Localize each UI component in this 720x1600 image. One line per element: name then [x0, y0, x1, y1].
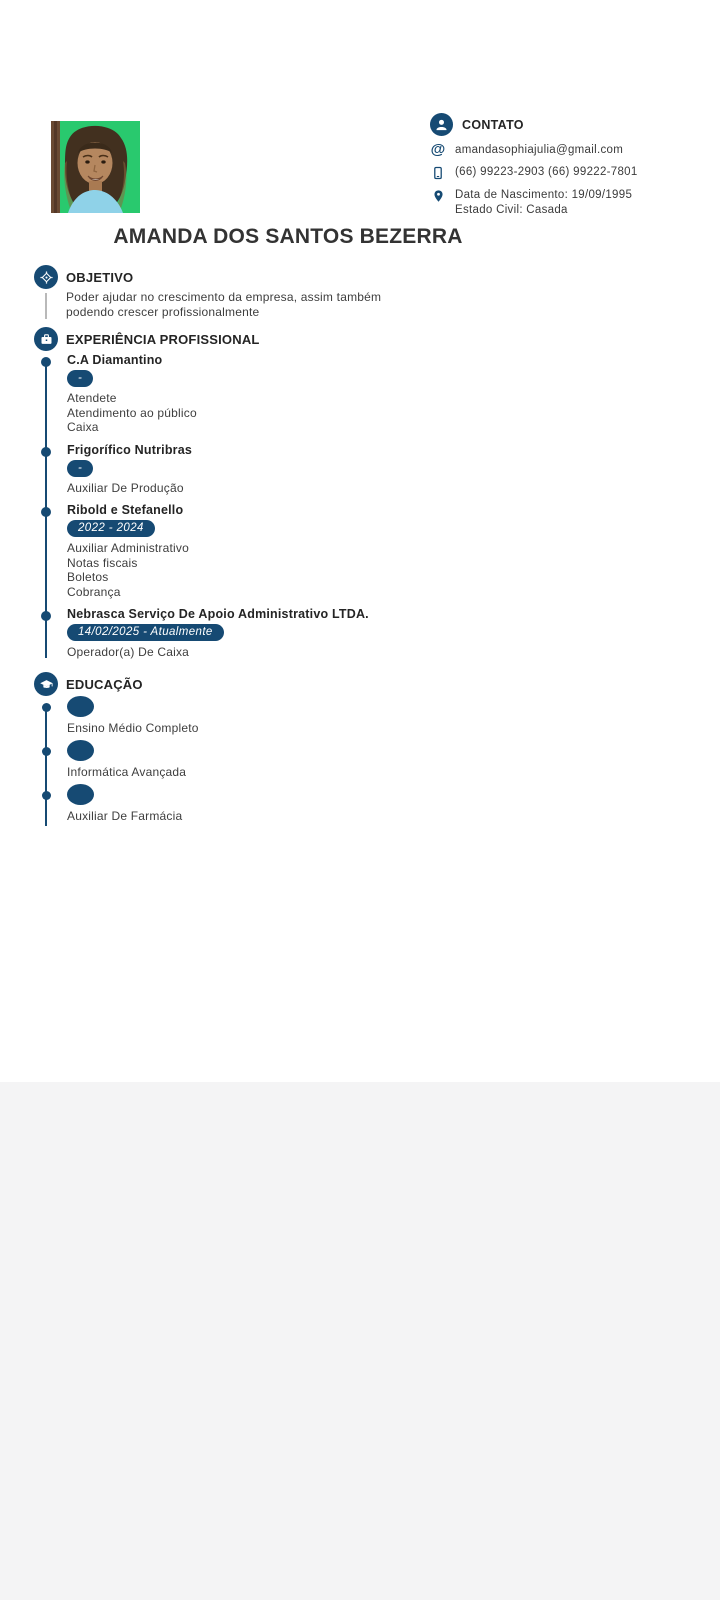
experience-item: Nebrasca Serviço De Apoio Administrativo…	[36, 607, 466, 660]
contact-phone: (66) 99223-2903 (66) 99222-7801	[455, 166, 638, 178]
education-period-badge-empty	[67, 784, 94, 805]
contact-heading-row: CONTATO	[430, 113, 700, 136]
experience-detail-list: Atendete Atendimento ao público Caixa	[67, 391, 466, 435]
contact-heading: CONTATO	[462, 117, 524, 132]
education-title: Auxiliar De Farmácia	[67, 809, 183, 823]
education-title: Ensino Médio Completo	[67, 721, 199, 735]
contact-phone-row: (66) 99223-2903 (66) 99222-7801	[430, 165, 700, 181]
experience-detail: Notas fiscais	[67, 555, 138, 570]
contact-email: amandasophiajulia@gmail.com	[455, 144, 624, 156]
education-item: Informática Avançada	[36, 740, 466, 779]
experience-detail: Auxiliar De Produção	[67, 480, 184, 495]
person-icon	[430, 113, 453, 136]
education-heading: EDUCAÇÃO	[66, 676, 143, 692]
experience-period-badge: -	[67, 370, 94, 387]
experience-item: Ribold e Stefanello 2022 - 2024 Auxiliar…	[36, 503, 466, 599]
objective-text: Poder ajudar no crescimento da empresa, …	[66, 290, 382, 319]
graduation-cap-icon	[34, 672, 58, 696]
experience-detail: Auxiliar Administrativo	[67, 541, 189, 555]
contact-section: CONTATO @ amandasophiajulia@gmail.com (6…	[430, 113, 700, 225]
timeline-dot	[41, 507, 51, 517]
experience-company: Ribold e Stefanello	[67, 503, 184, 517]
timeline-dot	[41, 747, 51, 756]
contact-birth-marital: Data de Nascimento: 19/09/1995 Estado Ci…	[455, 188, 632, 218]
education-title: Informática Avançada	[67, 765, 187, 779]
objective-heading-row: OBJETIVO	[34, 265, 133, 289]
experience-detail-list: Operador(a) De Caixa	[67, 645, 466, 660]
education-timeline: Ensino Médio Completo Informática Avança…	[36, 696, 466, 828]
contact-birth-row: Data de Nascimento: 19/09/1995 Estado Ci…	[430, 188, 700, 218]
timeline-dot	[41, 357, 51, 367]
experience-detail-list: Auxiliar De Produção	[67, 481, 466, 496]
experience-item: C.A Diamantino - Atendete Atendimento ao…	[36, 353, 466, 435]
contact-marital-status: Estado Civil: Casada	[455, 204, 568, 216]
contact-birth: Data de Nascimento: 19/09/1995	[455, 189, 633, 201]
briefcase-icon	[34, 327, 58, 351]
contact-email-row: @ amandasophiajulia@gmail.com	[430, 141, 700, 158]
profile-photo-image	[51, 121, 140, 213]
timeline-dot	[41, 611, 51, 621]
experience-detail: Operador(a) De Caixa	[67, 645, 190, 659]
timeline-dot	[41, 791, 51, 800]
target-icon	[34, 265, 58, 289]
timeline-dot	[41, 703, 51, 712]
experience-detail: Atendimento ao público	[67, 405, 197, 420]
objective-heading: OBJETIVO	[66, 269, 134, 285]
experience-detail: Cobrança	[67, 584, 121, 599]
education-item: Ensino Médio Completo	[36, 696, 466, 735]
experience-heading: EXPERIÊNCIA PROFISSIONAL	[66, 331, 260, 347]
experience-detail-list: Auxiliar Administrativo Notas fiscais Bo…	[67, 541, 466, 599]
education-heading-row: EDUCAÇÃO	[34, 672, 143, 696]
education-item: Auxiliar De Farmácia	[36, 784, 466, 823]
experience-company: Frigorífico Nutribras	[67, 442, 193, 457]
location-pin-icon	[430, 188, 446, 204]
education-period-badge-empty	[67, 740, 94, 761]
timeline-dot	[41, 446, 51, 457]
education-period-badge-empty	[67, 696, 94, 717]
at-icon: @	[430, 141, 446, 158]
experience-company: Nebrasca Serviço De Apoio Administrativo…	[67, 607, 369, 621]
resume-page: CONTATO @ amandasophiajulia@gmail.com (6…	[0, 0, 720, 1082]
experience-detail: Caixa	[67, 420, 99, 434]
smartphone-icon	[430, 165, 446, 181]
experience-company: C.A Diamantino	[67, 353, 163, 367]
objective-connector-line	[45, 293, 47, 319]
resume-name: AMANDA DOS SANTOS BEZERRA	[113, 225, 463, 248]
experience-detail: Atendete	[67, 391, 117, 405]
experience-period-badge: 2022 - 2024	[67, 520, 155, 537]
experience-period-badge: 14/02/2025 - Atualmente	[67, 624, 224, 641]
experience-period-badge: -	[67, 459, 94, 477]
profile-photo	[51, 121, 140, 213]
experience-detail: Boletos	[67, 570, 109, 584]
experience-heading-row: EXPERIÊNCIA PROFISSIONAL	[34, 327, 260, 351]
experience-item: Frigorífico Nutribras - Auxiliar De Prod…	[36, 443, 466, 496]
experience-timeline: C.A Diamantino - Atendete Atendimento ao…	[36, 353, 466, 668]
